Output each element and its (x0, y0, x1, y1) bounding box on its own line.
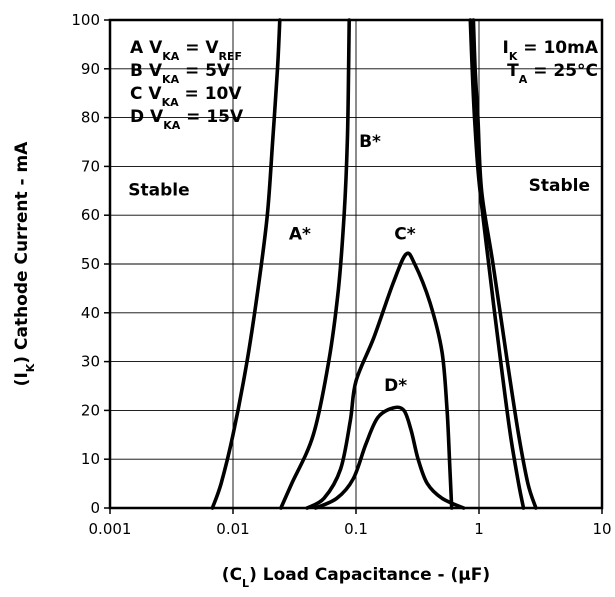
y-tick-label: 40 (81, 304, 100, 322)
y-tick-label: 0 (90, 499, 100, 517)
y-tick-label: 10 (81, 450, 100, 468)
y-tick-label: 50 (81, 255, 100, 273)
y-tick-label: 60 (81, 206, 100, 224)
conditions-entry: IK = 10mA (503, 38, 599, 63)
annotation-d-star: D* (384, 376, 407, 396)
series-line-d-5 (313, 405, 466, 510)
plot-frame (108, 18, 604, 510)
y-tick-label: 30 (81, 353, 100, 371)
series-line-a-0 (210, 18, 282, 510)
y-tick-label: 20 (81, 401, 100, 419)
x-tick-label: 0.001 (89, 520, 132, 538)
x-tick-label: 10 (592, 520, 611, 538)
y-tick-label: 80 (81, 109, 100, 127)
series-line-a-2 (468, 18, 526, 510)
series-line-c-4 (305, 251, 454, 510)
series-line-b-1 (279, 18, 351, 510)
x-tick-label: 0.1 (344, 520, 368, 538)
y-tick-label: 100 (71, 11, 100, 29)
annotation-b-star: B* (359, 132, 381, 152)
y-tick-label: 90 (81, 60, 100, 78)
conditions-entry: TA = 25°C (507, 61, 598, 86)
annotation-a-star: A* (289, 225, 311, 245)
x-tick-label: 0.01 (216, 520, 249, 538)
curves (210, 18, 538, 510)
legend-entry: D VKA = 15V (130, 107, 244, 132)
y-axis-label: (IK) Cathode Current - mA (12, 141, 37, 387)
legend-entry: B VKA = 5V (130, 61, 231, 86)
legend-entry: C VKA = 10V (130, 84, 242, 109)
tick-labels: 0 10 20 30 40 50 60 70 80 90 100 0.001 0.01 0.1 1 10 (71, 11, 611, 538)
legend-entry: A VKA = VREF (130, 38, 242, 63)
series-line-b-3 (471, 18, 538, 510)
x-tick-label: 1 (474, 520, 484, 538)
annotation-c-star: C* (394, 225, 415, 245)
annotation-stable: Stable (128, 181, 189, 201)
x-axis-label: (CL) Load Capacitance - (µF) (222, 565, 490, 590)
annotation-stable: Stable (529, 176, 590, 196)
y-tick-label: 70 (81, 157, 100, 175)
